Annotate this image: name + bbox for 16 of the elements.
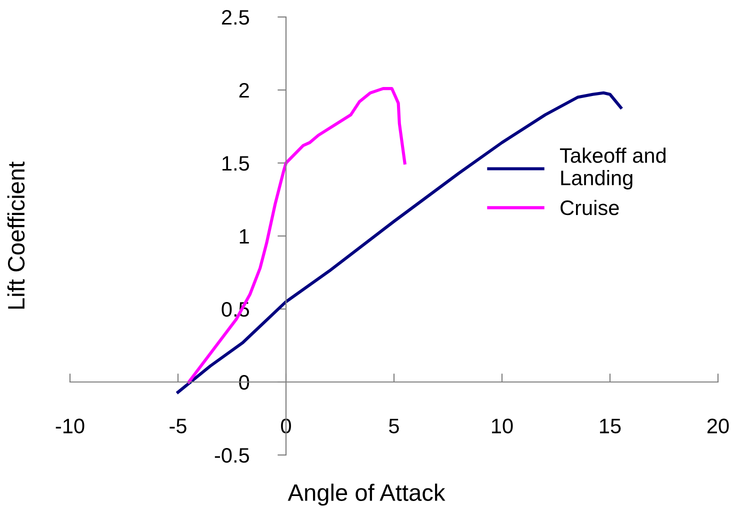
y-tick-label: 2 — [239, 83, 249, 98]
y-tick-label: -0.5 — [214, 448, 250, 463]
x-axis-title: Angle of Attack — [288, 484, 446, 506]
x-tick-label: -5 — [170, 418, 186, 434]
x-tick-label: 5 — [389, 418, 399, 434]
x-tick-label: 15 — [600, 418, 621, 434]
x-tick-label: -10 — [56, 418, 84, 434]
y-tick-label: 2.5 — [222, 10, 250, 25]
x-tick-label: 20 — [707, 418, 729, 434]
y-tick-label: 1 — [240, 229, 249, 244]
x-tick-label: 0 — [281, 418, 291, 434]
legend-label: Cruise — [560, 200, 619, 216]
legend-label: Takeoff and Landing — [560, 148, 666, 190]
y-tick-label: 1.5 — [222, 156, 250, 171]
y-axis-title: Lift Coefficient — [7, 162, 25, 309]
x-tick-label: 10 — [492, 418, 513, 434]
